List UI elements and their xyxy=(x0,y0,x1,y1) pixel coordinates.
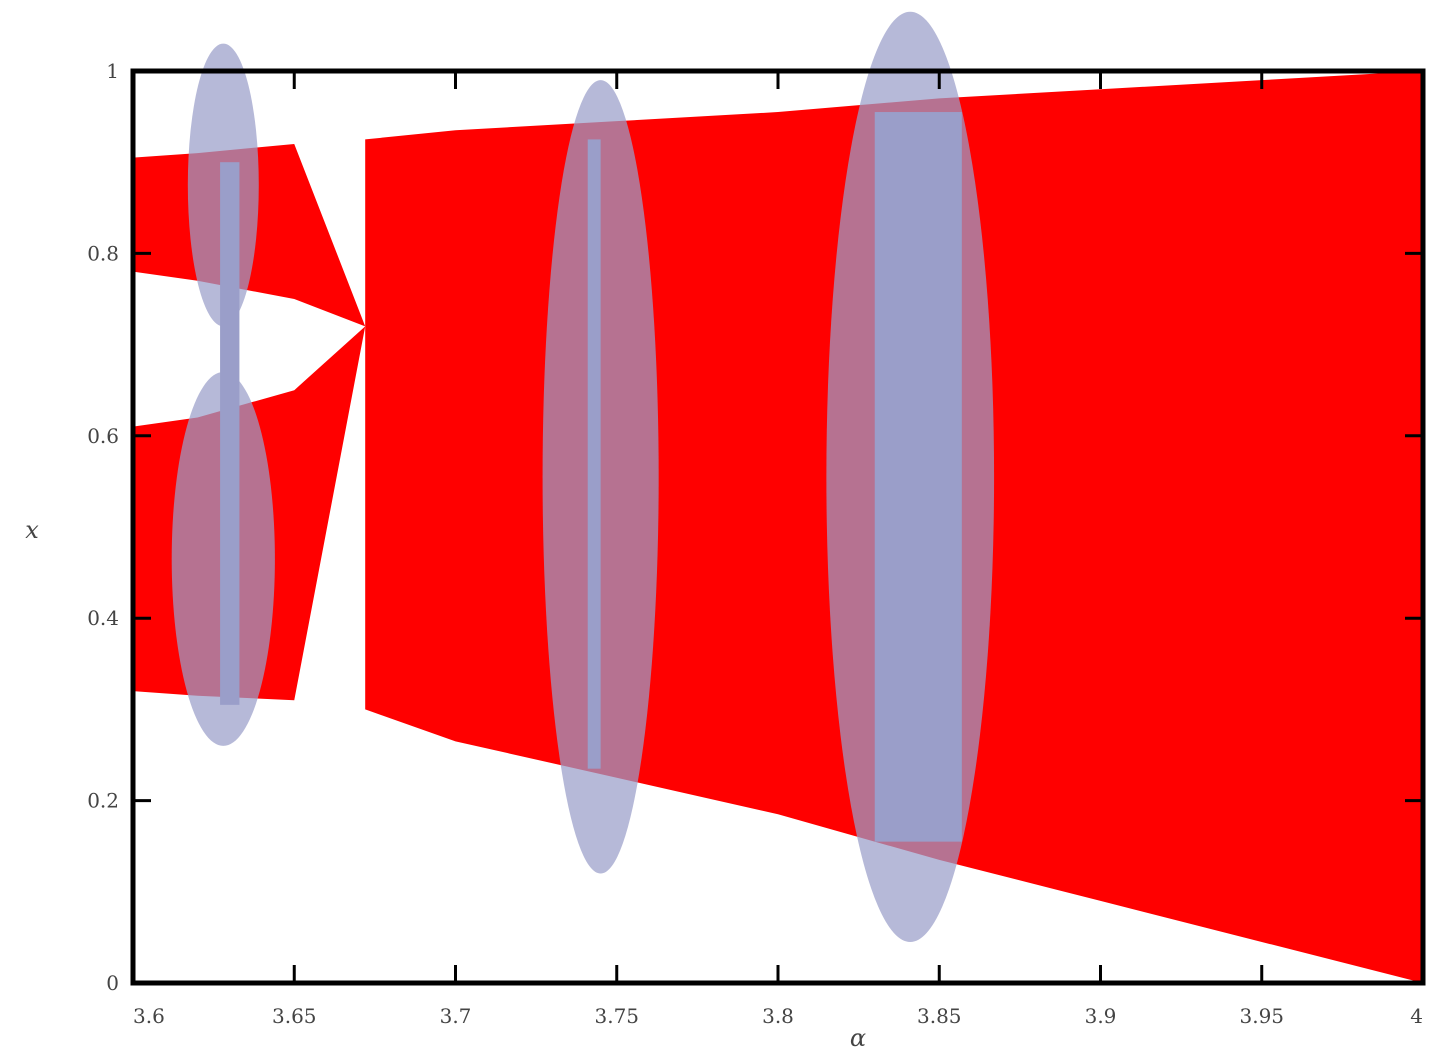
x-tick-label: 3.8 xyxy=(762,1004,794,1028)
y-tick-label: 0.4 xyxy=(87,606,119,630)
x-tick-label: 3.7 xyxy=(440,1004,472,1028)
window-core-2 xyxy=(587,139,601,769)
window-core-layer xyxy=(220,112,962,842)
x-tick-label: 3.85 xyxy=(917,1004,962,1028)
x-tick-label: 3.95 xyxy=(1239,1004,1284,1028)
x-axis-label: α xyxy=(850,1024,866,1052)
x-tick-label: 3.6 xyxy=(133,1004,165,1028)
window-core-3 xyxy=(874,112,962,842)
x-tick-label: 4 xyxy=(1410,1004,1423,1028)
window-core-1 xyxy=(220,162,240,705)
x-tick-label: 3.9 xyxy=(1085,1004,1117,1028)
y-tick-label: 0.6 xyxy=(87,424,119,448)
x-tick-label: 3.65 xyxy=(272,1004,317,1028)
x-tick-label: 3.75 xyxy=(594,1004,639,1028)
y-tick-label: 0.2 xyxy=(87,789,119,813)
y-tick-label: 0 xyxy=(106,971,119,995)
chaotic-region-layer xyxy=(133,71,1424,983)
axis-ticks: 3.6 3.65 3.7 3.75 3.8 3.85 3.9 3.95 4 0 0.2 0.4 0.6 0… xyxy=(87,59,1425,1028)
y-tick-label: 0.8 xyxy=(87,241,119,265)
y-tick-label: 1 xyxy=(106,59,119,83)
y-axis-label: x xyxy=(25,516,39,544)
